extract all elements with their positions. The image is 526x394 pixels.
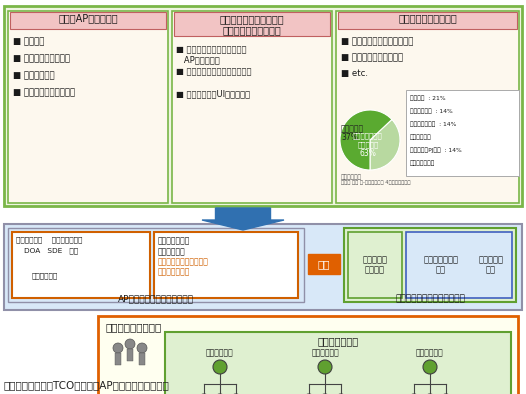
Text: スモールチーム
開発: スモールチーム 開発: [423, 255, 459, 275]
Text: ディレクタ組織: ディレクタ組織: [317, 336, 359, 346]
Text: チームリーダ: チームリーダ: [311, 348, 339, 357]
Bar: [4, 6, 522, 206]
Circle shape: [113, 343, 123, 353]
Text: 業務モデル化: 業務モデル化: [32, 272, 58, 279]
Bar: [8, 11, 168, 203]
Bar: [308, 254, 340, 274]
Bar: [348, 232, 402, 298]
Bar: [174, 12, 330, 36]
Text: 63%: 63%: [360, 149, 377, 158]
FancyArrow shape: [202, 208, 284, 230]
Text: ■ 優秀なリソース確保難: ■ 優秀なリソース確保難: [13, 88, 75, 97]
Text: アドバンスド    イテレーション: アドバンスド イテレーション: [16, 236, 83, 243]
Bar: [10, 12, 166, 29]
Bar: [98, 316, 518, 394]
Bar: [338, 12, 517, 29]
Text: ■ 開発費用圧縮: ■ 開発費用圧縮: [13, 71, 55, 80]
Text: 37%: 37%: [341, 133, 358, 142]
Bar: [336, 11, 519, 203]
Text: バグ混入原因: バグ混入原因: [341, 174, 362, 180]
Text: テスト自動実行: テスト自動実行: [158, 267, 190, 276]
Text: ■ 上流工程の期間拡大: ■ 上流工程の期間拡大: [13, 54, 70, 63]
Text: 特有のバグ: 特有のバグ: [357, 141, 379, 148]
Text: 流用誤り  : 21%: 流用誤り : 21%: [410, 95, 446, 100]
Text: スペシャリスト集団: スペシャリスト集団: [106, 322, 162, 332]
Text: プロジェクトマネージメント: プロジェクトマネージメント: [395, 294, 465, 303]
Circle shape: [318, 360, 332, 374]
Text: ■ 業務フローやUIの早期確立: ■ 業務フローやUIの早期確立: [176, 89, 250, 98]
Circle shape: [137, 343, 147, 353]
FancyArrow shape: [115, 353, 121, 365]
Text: 最近のAP開発の傾向: 最近のAP開発の傾向: [58, 13, 118, 23]
Bar: [12, 232, 150, 298]
FancyArrow shape: [139, 353, 145, 365]
Text: ■ ノウハウ等の伝達不足: ■ ノウハウ等の伝達不足: [341, 53, 403, 62]
Wedge shape: [370, 119, 400, 170]
Text: AP開発テクノロジ／開発手法: AP開発テクノロジ／開発手法: [118, 294, 194, 303]
Bar: [172, 11, 332, 203]
Text: 追加・変更開発の問題: 追加・変更開発の問題: [398, 13, 457, 23]
Bar: [154, 232, 298, 298]
Text: ■ 流用の誤り／影響調査漏れ: ■ 流用の誤り／影響調査漏れ: [341, 37, 413, 46]
Text: 品質の作り込みへの要求
（高品質・高保守性）: 品質の作り込みへの要求 （高品質・高保守性）: [220, 14, 285, 35]
Text: チームリーダ: チームリーダ: [206, 348, 234, 357]
Bar: [406, 90, 519, 176]
Text: グループ間での  : 14%: グループ間での : 14%: [410, 121, 457, 126]
Text: ■ 仕様の追加やゆらぎに強い
   AP構造の実現: ■ 仕様の追加やゆらぎに強い AP構造の実現: [176, 45, 247, 64]
Text: （弊社 調査 Ｘ-ＰＪ総合試験 4週分バグ分析）: （弊社 調査 Ｘ-ＰＪ総合試験 4週分バグ分析）: [341, 180, 410, 185]
Text: DOA   SDE   開発: DOA SDE 開発: [24, 247, 78, 254]
Text: ■ 短期開発: ■ 短期開発: [13, 37, 44, 46]
Circle shape: [125, 339, 135, 349]
Circle shape: [423, 360, 437, 374]
Text: テストシナリオ自動生成: テストシナリオ自動生成: [158, 257, 209, 266]
Text: 連携: 連携: [318, 259, 330, 269]
Bar: [8, 228, 304, 302]
Text: ■ etc.: ■ etc.: [341, 69, 368, 78]
Text: レビュー不足: レビュー不足: [410, 134, 432, 139]
Text: 知識の伝達不足: 知識の伝達不足: [410, 160, 436, 165]
Text: 影響調査漏れ  : 14%: 影響調査漏れ : 14%: [410, 108, 453, 113]
Text: リポジトリ
一元管理: リポジトリ 一元管理: [362, 255, 388, 275]
Wedge shape: [340, 110, 392, 170]
Bar: [4, 224, 522, 310]
Text: 図１：知識集約型TCO削減指向AP開発ソリューション: 図１：知識集約型TCO削減指向AP開発ソリューション: [4, 380, 170, 390]
Text: ■ 試験範囲が容易にわかる設計: ■ 試験範囲が容易にわかる設計: [176, 67, 251, 76]
Text: 母体のバグ: 母体のバグ: [341, 124, 364, 133]
Bar: [165, 332, 511, 394]
Text: ノウハウ＆PJ共通  : 14%: ノウハウ＆PJ共通 : 14%: [410, 147, 462, 152]
Circle shape: [213, 360, 227, 374]
Text: ディレクタ
組織: ディレクタ 組織: [479, 255, 503, 275]
Text: チームリーダ: チームリーダ: [416, 348, 444, 357]
FancyArrow shape: [127, 349, 133, 361]
Text: 追加・変更開発: 追加・変更開発: [353, 132, 383, 139]
Bar: [344, 228, 516, 302]
Text: 画面自動生成: 画面自動生成: [158, 247, 186, 256]
Bar: [406, 232, 512, 298]
Text: ルールエンジン: ルールエンジン: [158, 236, 190, 245]
